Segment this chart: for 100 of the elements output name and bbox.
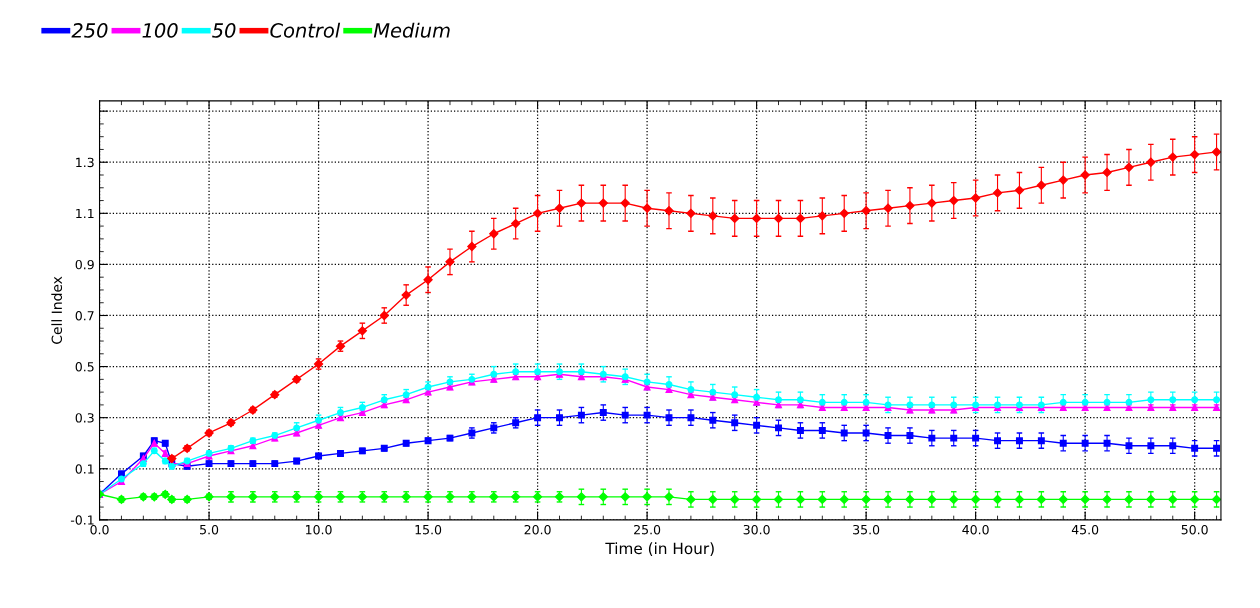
point — [116, 494, 127, 505]
point — [1125, 442, 1133, 450]
point — [621, 411, 629, 419]
point — [598, 492, 608, 502]
x-tick-label: 25.0 — [634, 524, 661, 535]
point — [839, 494, 849, 505]
point — [905, 201, 915, 211]
point — [994, 437, 1002, 445]
point — [1124, 162, 1134, 172]
point — [1102, 167, 1112, 178]
point — [775, 396, 782, 404]
point — [1102, 494, 1112, 505]
point — [992, 494, 1003, 505]
point — [751, 213, 762, 224]
point — [753, 393, 761, 401]
point — [818, 398, 826, 406]
point — [884, 432, 892, 440]
y-axis-title: Cell Index — [51, 276, 63, 344]
point — [731, 391, 739, 399]
point — [883, 203, 893, 213]
point — [556, 414, 563, 422]
point — [554, 203, 565, 213]
point — [1168, 152, 1178, 162]
point — [686, 494, 696, 505]
point — [1081, 439, 1089, 447]
point — [1124, 494, 1134, 505]
point — [511, 218, 521, 229]
point — [862, 429, 870, 437]
point — [730, 494, 740, 505]
y-tick-label: 0.5 — [75, 362, 94, 372]
point — [861, 494, 871, 505]
point — [664, 492, 674, 502]
point — [1191, 396, 1199, 404]
point — [620, 492, 630, 502]
point — [423, 275, 433, 285]
point — [775, 424, 782, 432]
point — [576, 492, 587, 502]
x-tick-label: 0.0 — [90, 524, 109, 535]
point — [598, 198, 608, 208]
point — [840, 429, 848, 437]
point — [138, 492, 148, 502]
legend-label: Medium — [373, 22, 450, 38]
point — [795, 213, 806, 224]
point — [532, 208, 543, 218]
point — [927, 494, 937, 505]
x-tick-label: 10.0 — [306, 524, 332, 535]
point — [643, 378, 651, 386]
legend-label: Control — [270, 22, 341, 38]
point — [1059, 439, 1067, 447]
point — [1169, 396, 1177, 404]
point — [1014, 494, 1025, 505]
x-tick-label: 15.0 — [415, 524, 442, 535]
point — [992, 188, 1003, 198]
point — [708, 494, 718, 505]
point — [665, 380, 673, 388]
point — [972, 434, 980, 442]
point — [751, 494, 762, 505]
point — [1058, 494, 1068, 505]
x-axis-title: Time (in Hour) — [605, 542, 714, 556]
point — [167, 453, 177, 464]
point — [1211, 147, 1221, 157]
point — [642, 492, 652, 502]
point — [182, 494, 192, 505]
legend-label: 250 — [71, 23, 108, 38]
point — [730, 213, 740, 224]
x-tick-label: 35.0 — [853, 524, 880, 535]
point — [949, 494, 959, 505]
point — [906, 432, 914, 440]
point — [971, 193, 981, 203]
point — [599, 409, 607, 417]
point — [861, 206, 871, 216]
point — [642, 203, 652, 213]
point — [490, 370, 498, 378]
legend-label: 100 — [142, 23, 178, 38]
x-tick-label: 5.0 — [200, 524, 219, 535]
point — [905, 494, 915, 505]
point — [1213, 396, 1221, 404]
point — [1103, 398, 1111, 406]
point — [401, 290, 411, 300]
point — [950, 434, 958, 442]
point — [928, 434, 936, 442]
x-tick-label: 40.0 — [962, 524, 989, 535]
point — [379, 310, 389, 321]
point — [1190, 149, 1200, 160]
point — [664, 206, 674, 216]
point — [643, 411, 651, 419]
point — [1059, 398, 1067, 406]
point — [577, 368, 585, 376]
x-tick-label: 30.0 — [743, 524, 770, 535]
point — [1036, 180, 1046, 190]
point — [950, 401, 958, 409]
point — [796, 426, 804, 434]
x-tick-label: 20.0 — [524, 524, 551, 535]
point — [818, 426, 826, 434]
point — [1015, 437, 1023, 445]
point — [534, 368, 542, 376]
point — [796, 396, 804, 404]
point — [1146, 157, 1156, 167]
y-tick-label: 0.1 — [75, 464, 94, 474]
point — [927, 198, 937, 208]
